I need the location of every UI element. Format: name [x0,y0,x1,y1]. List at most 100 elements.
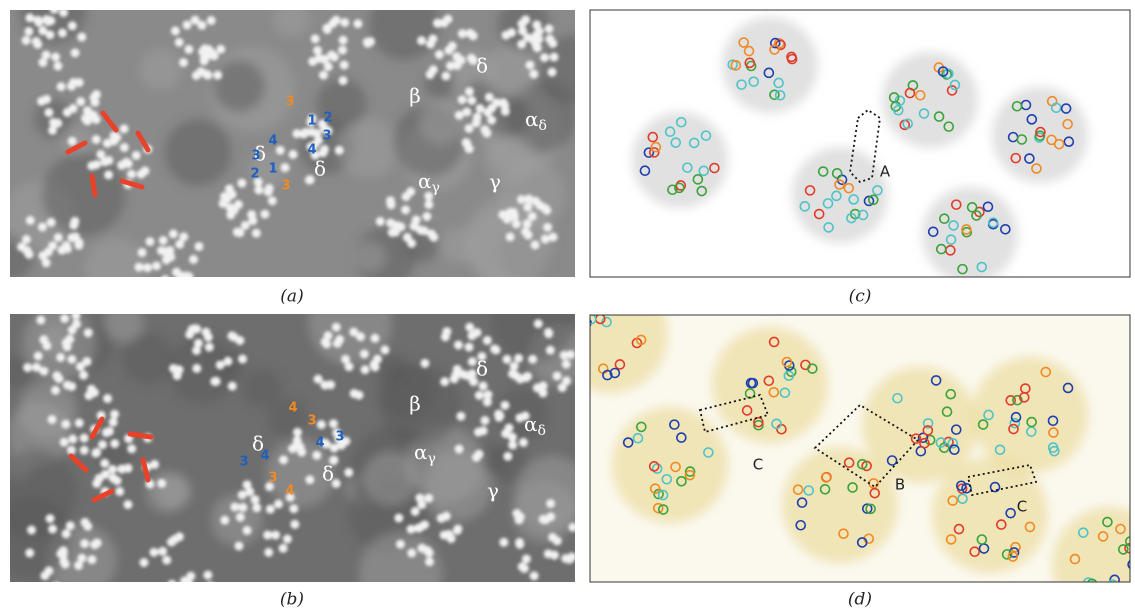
texture [36,316,45,325]
texture [46,30,55,39]
texture [127,170,136,179]
texture [1112,584,1121,593]
texture [462,107,471,116]
texture [204,45,213,54]
texture [75,419,84,428]
texture [311,34,320,43]
label-main: α [418,169,432,193]
texture [544,549,553,558]
texture [373,355,382,364]
texture [63,342,72,351]
texture [162,255,171,264]
texture [549,233,558,242]
texture [396,540,405,549]
texture [301,128,310,137]
texture [312,451,321,460]
texture [103,139,112,148]
texture [77,33,86,42]
texture [501,107,510,116]
texture [360,350,369,359]
texture [992,87,1088,183]
panel-caption: (a) [280,287,303,307]
texture [117,465,126,474]
texture [75,78,84,87]
texture [533,43,542,52]
texture [67,82,76,91]
texture [531,240,540,249]
texture [466,29,475,38]
texture [110,439,119,448]
texture [54,233,63,242]
texture [417,36,426,45]
texture [274,500,283,509]
texture [523,33,532,42]
texture [159,236,168,245]
texture [475,391,484,400]
texture [162,556,171,565]
texture [290,520,299,529]
texture [150,460,159,469]
texture [394,514,403,523]
texture [511,371,520,380]
texture [521,15,530,24]
texture [308,281,392,365]
helix-number: 2 [323,111,332,126]
texture [135,263,144,272]
texture [534,35,543,44]
texture [462,139,471,148]
texture [454,341,463,350]
label: β [409,392,421,416]
texture [289,504,298,513]
texture [42,258,51,267]
texture [60,438,69,447]
texture [243,480,252,489]
label: δ [322,462,334,486]
texture [90,388,99,397]
helix-number: 4 [288,401,297,416]
texture [48,525,57,534]
texture [444,46,453,55]
texture [412,215,421,224]
texture [293,428,302,437]
texture [501,401,510,410]
texture [326,380,335,389]
texture [574,313,583,322]
texture [380,345,389,354]
texture [523,219,532,228]
texture [487,116,496,125]
helix-number: 3 [322,129,331,144]
texture [264,548,273,557]
texture [19,381,77,439]
texture [508,441,517,450]
texture [480,125,489,134]
texture [127,444,136,453]
texture [456,412,465,421]
texture [279,455,288,464]
texture [543,223,552,232]
texture [407,525,416,534]
texture [171,26,180,35]
helix-number: 1 [307,114,316,129]
texture [553,371,562,380]
texture [483,108,492,117]
texture [66,521,75,530]
texture [305,475,314,484]
label-main: α [524,412,538,436]
texture [183,21,192,30]
texture [56,353,65,362]
texture [42,51,51,60]
texture [441,332,450,341]
texture [206,582,215,591]
texture [514,354,523,363]
texture [376,217,385,226]
texture [110,131,119,140]
texture [104,156,113,165]
texture [120,124,129,133]
label: γ [489,170,501,194]
texture [248,216,257,225]
texture [339,76,348,85]
texture [522,554,531,563]
texture [169,583,178,592]
label-sub: δ [538,423,546,439]
texture [550,53,559,62]
